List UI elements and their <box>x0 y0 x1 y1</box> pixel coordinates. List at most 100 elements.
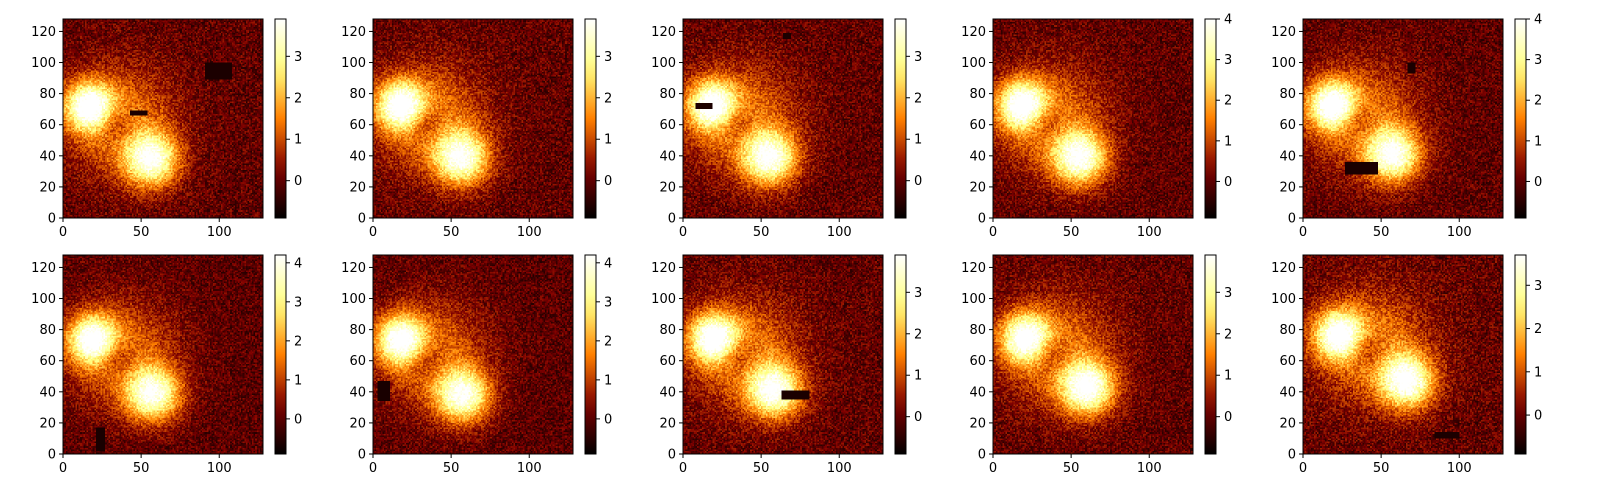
x-tick-label: 50 <box>443 461 460 476</box>
y-tick-label: 120 <box>1271 25 1296 40</box>
axes-frame <box>372 18 574 219</box>
colorbar-tick-label: 1 <box>294 133 302 148</box>
y-tick-label: 40 <box>659 149 676 164</box>
colorbar-tick-label: 0 <box>1224 410 1232 425</box>
y-tick-label: 0 <box>668 448 676 463</box>
heatmap-image <box>993 255 1193 454</box>
x-tick-label: 0 <box>1299 225 1307 240</box>
x-tick-label: 100 <box>827 461 852 476</box>
y-tick-label: 40 <box>1279 149 1296 164</box>
x-tick-label: 0 <box>989 225 997 240</box>
colorbar-tick-label: 1 <box>1534 134 1542 149</box>
heatmap-panel-7: 0 50 100 0 20 40 60 80 100 120 0 1 2 3 4 <box>341 254 612 476</box>
colorbar-tick-label: 1 <box>1534 365 1542 380</box>
y-tick-label: 80 <box>39 323 56 338</box>
y-tick-label: 100 <box>1271 56 1296 71</box>
y-tick-label: 60 <box>969 354 986 369</box>
x-tick-label: 50 <box>1373 225 1390 240</box>
x-tick-label: 50 <box>753 225 770 240</box>
y-tick-label: 20 <box>969 416 986 431</box>
y-tick-label: 60 <box>969 118 986 133</box>
y-tick-label: 120 <box>651 261 676 276</box>
colorbar <box>894 254 907 455</box>
heatmap-panel-1: 0 50 100 0 20 40 60 80 100 120 0 1 2 3 <box>31 18 302 240</box>
y-tick-label: 20 <box>349 180 366 195</box>
y-tick-label: 80 <box>1279 323 1296 338</box>
y-tick-label: 20 <box>39 180 56 195</box>
y-tick-label: 0 <box>1288 448 1296 463</box>
x-tick-label: 100 <box>517 461 542 476</box>
x-tick-label: 50 <box>1063 461 1080 476</box>
y-tick-label: 0 <box>978 212 986 227</box>
heatmap-image <box>1303 19 1503 218</box>
y-tick-label: 40 <box>969 385 986 400</box>
colorbar-tick-label: 3 <box>914 50 922 65</box>
colorbar-tick-label: 0 <box>604 174 612 189</box>
colorbar-tick-label: 4 <box>1534 13 1542 28</box>
axes-frame <box>62 18 264 219</box>
colorbar-tick-label: 0 <box>1534 409 1542 424</box>
y-tick-label: 0 <box>358 448 366 463</box>
colorbar-tick-label: 3 <box>1534 279 1542 294</box>
x-tick-label: 100 <box>1447 225 1472 240</box>
heatmap-image <box>993 19 1193 218</box>
colorbar-tick-label: 0 <box>294 174 302 189</box>
heatmap-panel-4: 0 50 100 0 20 40 60 80 100 120 0 1 2 3 4 <box>961 13 1232 241</box>
colorbar <box>894 18 907 219</box>
y-tick-label: 40 <box>349 385 366 400</box>
x-tick-label: 0 <box>989 461 997 476</box>
y-tick-label: 40 <box>39 149 56 164</box>
y-tick-label: 120 <box>31 261 56 276</box>
y-tick-label: 60 <box>349 354 366 369</box>
y-tick-label: 0 <box>1288 212 1296 227</box>
colorbar-tick-label: 3 <box>604 295 612 310</box>
axes-frame <box>62 254 264 455</box>
x-tick-label: 50 <box>133 225 150 240</box>
y-tick-label: 100 <box>651 292 676 307</box>
heatmap-image <box>1303 255 1503 454</box>
colorbar-tick-label: 3 <box>1224 286 1232 301</box>
axes-frame <box>682 254 884 455</box>
y-tick-label: 20 <box>349 416 366 431</box>
colorbar-tick-label: 3 <box>294 50 302 65</box>
y-tick-label: 0 <box>48 448 56 463</box>
colorbar-tick-label: 3 <box>914 286 922 301</box>
y-tick-label: 20 <box>659 180 676 195</box>
y-tick-label: 20 <box>39 416 56 431</box>
colorbar-tick-label: 2 <box>914 327 922 342</box>
y-tick-label: 20 <box>1279 180 1296 195</box>
colorbar-tick-label: 3 <box>1224 53 1232 68</box>
y-tick-label: 0 <box>358 212 366 227</box>
heatmap-image <box>683 19 883 218</box>
axes-frame <box>1302 254 1504 455</box>
colorbar-tick-label: 2 <box>294 334 302 349</box>
y-tick-label: 120 <box>1271 261 1296 276</box>
colorbar-tick-label: 0 <box>294 412 302 427</box>
y-tick-label: 0 <box>48 212 56 227</box>
x-tick-label: 100 <box>1137 461 1162 476</box>
colorbar <box>1204 18 1217 219</box>
colorbar-tick-label: 0 <box>1534 175 1542 190</box>
axes-frame <box>992 254 1194 455</box>
y-tick-label: 100 <box>341 292 366 307</box>
colorbar-tick-label: 1 <box>294 373 302 388</box>
x-tick-label: 0 <box>369 461 377 476</box>
colorbar-tick-label: 2 <box>604 91 612 106</box>
y-tick-label: 80 <box>659 87 676 102</box>
y-tick-label: 60 <box>349 118 366 133</box>
heatmap-panel-9: 0 50 100 0 20 40 60 80 100 120 0 1 2 3 <box>961 254 1232 476</box>
y-tick-label: 120 <box>651 25 676 40</box>
colorbar-tick-label: 2 <box>1224 94 1232 109</box>
heatmap-image <box>63 255 263 454</box>
colorbar-tick-label: 0 <box>914 410 922 425</box>
y-tick-label: 120 <box>31 25 56 40</box>
x-tick-label: 50 <box>443 225 460 240</box>
axes-frame <box>682 18 884 219</box>
heatmap-panel-6: 0 50 100 0 20 40 60 80 100 120 0 1 2 3 4 <box>31 254 302 476</box>
x-tick-label: 100 <box>207 461 232 476</box>
y-tick-label: 120 <box>341 25 366 40</box>
y-tick-label: 100 <box>651 56 676 71</box>
y-tick-label: 100 <box>31 292 56 307</box>
colorbar-tick-label: 0 <box>1224 175 1232 190</box>
y-tick-label: 60 <box>39 118 56 133</box>
